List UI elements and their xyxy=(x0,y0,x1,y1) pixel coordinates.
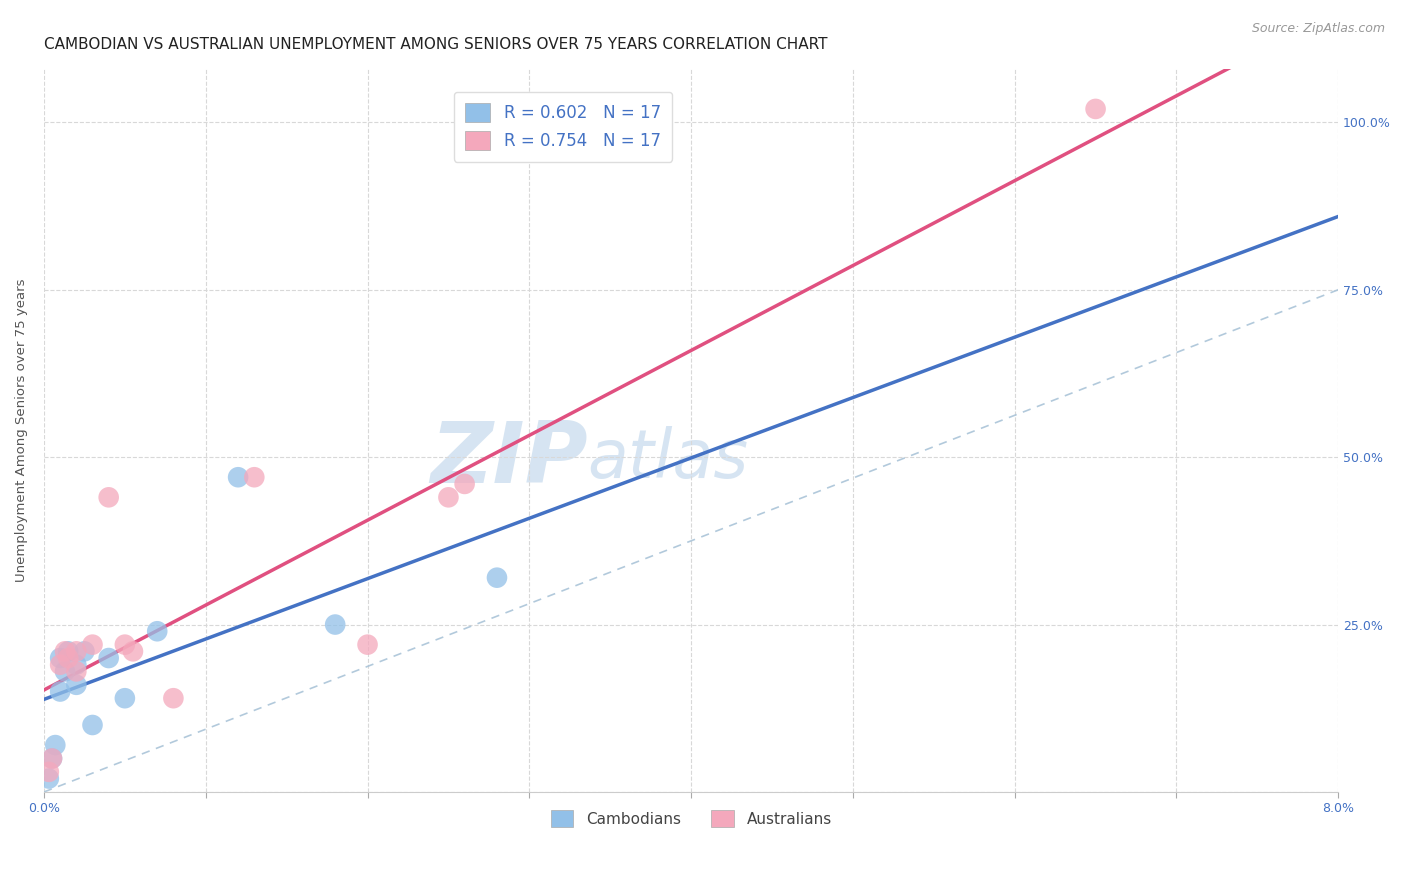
Point xyxy=(73,644,96,658)
Point xyxy=(41,751,63,765)
Text: atlas: atlas xyxy=(588,426,749,492)
Point xyxy=(1084,102,1107,116)
Point xyxy=(122,644,145,658)
Point xyxy=(114,691,136,706)
Point xyxy=(65,657,87,672)
Point xyxy=(226,470,249,484)
Point xyxy=(356,638,378,652)
Point xyxy=(97,491,120,505)
Point xyxy=(58,644,80,658)
Point xyxy=(437,491,460,505)
Point xyxy=(65,678,87,692)
Point xyxy=(49,684,72,698)
Point xyxy=(485,571,508,585)
Point xyxy=(82,718,104,732)
Point xyxy=(38,764,60,779)
Point xyxy=(323,617,346,632)
Point xyxy=(65,665,87,679)
Point xyxy=(44,738,66,752)
Point xyxy=(49,657,72,672)
Text: Source: ZipAtlas.com: Source: ZipAtlas.com xyxy=(1251,22,1385,36)
Point xyxy=(162,691,184,706)
Text: CAMBODIAN VS AUSTRALIAN UNEMPLOYMENT AMONG SENIORS OVER 75 YEARS CORRELATION CHA: CAMBODIAN VS AUSTRALIAN UNEMPLOYMENT AMO… xyxy=(44,37,828,53)
Point xyxy=(453,477,475,491)
Point xyxy=(82,638,104,652)
Y-axis label: Unemployment Among Seniors over 75 years: Unemployment Among Seniors over 75 years xyxy=(15,278,28,582)
Point xyxy=(114,638,136,652)
Point xyxy=(97,651,120,665)
Point xyxy=(49,651,72,665)
Point xyxy=(41,751,63,765)
Point xyxy=(243,470,266,484)
Point xyxy=(65,644,87,658)
Text: ZIP: ZIP xyxy=(430,417,588,500)
Point xyxy=(53,665,76,679)
Point xyxy=(146,624,169,639)
Point xyxy=(38,772,60,786)
Point xyxy=(58,651,80,665)
Point xyxy=(53,644,76,658)
Legend: Cambodians, Australians: Cambodians, Australians xyxy=(543,802,839,835)
